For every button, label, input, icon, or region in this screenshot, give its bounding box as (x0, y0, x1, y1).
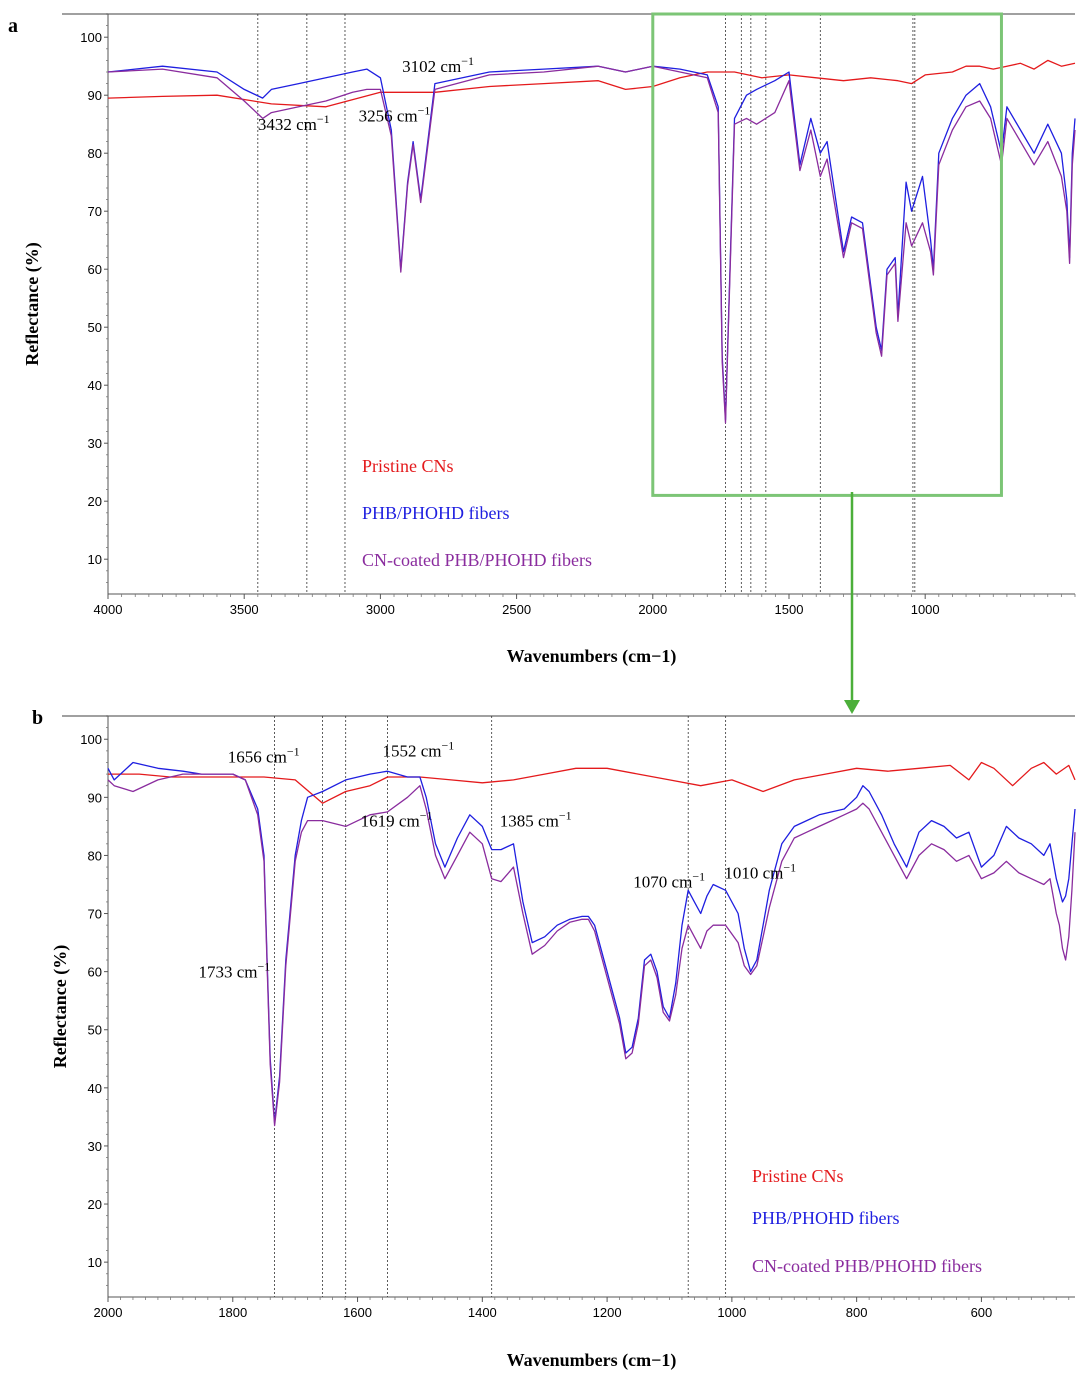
x-tick-label: 800 (846, 1305, 868, 1320)
y-tick-label: 10 (88, 1255, 102, 1270)
peak-label: 1010 cm−1 (724, 861, 796, 883)
y-axis-title: Reflectance (%) (50, 945, 71, 1068)
series-line-3 (107, 773, 1076, 1127)
peak-label-unit-exponent: −1 (559, 808, 572, 822)
peak-label-value: 1619 cm (361, 811, 420, 830)
peak-label: 3256 cm−1 (359, 103, 431, 125)
peak-label-value: 1656 cm (228, 747, 287, 766)
x-axis-title: Wavenumbers (cm−1) (507, 1350, 677, 1371)
y-tick-label: 100 (80, 732, 102, 747)
x-tick-label: 1800 (218, 1305, 247, 1320)
y-axis-title: Reflectance (%) (22, 242, 43, 365)
legend-entry: PHB/PHOHD fibers (362, 503, 510, 523)
series-line-3 (107, 65, 1076, 424)
x-tick-label: 600 (971, 1305, 993, 1320)
peak-label-value: 3102 cm (402, 57, 461, 76)
peak-label-unit-exponent: −1 (257, 959, 270, 973)
x-tick-label: 2000 (638, 602, 667, 617)
x-tick-label: 1000 (911, 602, 940, 617)
peak-label-unit-exponent: −1 (317, 112, 330, 126)
peak-label-unit-exponent: −1 (287, 744, 300, 758)
legend-entry: CN-coated PHB/PHOHD fibers (752, 1256, 982, 1276)
series-line-2 (107, 65, 1076, 421)
y-tick-label: 40 (88, 378, 102, 393)
y-tick-label: 70 (88, 204, 102, 219)
peak-label-value: 1552 cm (383, 742, 442, 761)
y-tick-label: 70 (88, 907, 102, 922)
panel-b: b 10 20 30 40 50 60 70 80 90 100 2000 1800 1600 1400 1… (32, 707, 1076, 1371)
peak-label: 1656 cm−1 (228, 744, 300, 766)
peak-label-unit-exponent: −1 (420, 808, 433, 822)
series-line-2 (107, 761, 1076, 1124)
panel-a: a 10 20 30 40 50 60 70 80 90 100 4000 3500 3000 2500 2… (8, 12, 1076, 667)
peak-label-value: 1385 cm (500, 811, 559, 830)
legend-entry: Pristine CNs (362, 456, 454, 476)
peak-label: 1552 cm−1 (383, 739, 455, 761)
zoom-region-box (651, 12, 1003, 497)
y-tick-label: 20 (88, 1197, 102, 1212)
panel-b-letter: b (32, 707, 43, 729)
series-line-1 (108, 761, 1076, 804)
y-tick-label: 10 (88, 552, 102, 567)
legend-entry: CN-coated PHB/PHOHD fibers (362, 550, 592, 570)
peak-label: 1619 cm−1 (361, 808, 433, 830)
peak-label-unit-exponent: −1 (418, 103, 431, 117)
y-tick-label: 20 (88, 494, 102, 509)
y-tick-label: 30 (88, 1139, 102, 1154)
x-tick-label: 1000 (717, 1305, 746, 1320)
y-tick-label: 100 (80, 30, 102, 45)
y-tick-label: 80 (88, 146, 102, 161)
x-tick-label: 1200 (593, 1305, 622, 1320)
zoom-arrow (844, 492, 860, 714)
peak-label-value: 1733 cm (198, 962, 257, 981)
x-tick-label: 1400 (468, 1305, 497, 1320)
peak-label-unit-exponent: −1 (461, 54, 474, 68)
peak-label: 1385 cm−1 (500, 808, 572, 830)
peak-label: 3102 cm−1 (402, 54, 474, 76)
x-tick-label: 2000 (94, 1305, 123, 1320)
y-tick-label: 60 (88, 965, 102, 980)
y-tick-label: 50 (88, 320, 102, 335)
peak-label-value: 3432 cm (258, 115, 317, 134)
peak-label-unit-exponent: −1 (783, 861, 796, 875)
y-tick-label: 90 (88, 790, 102, 805)
peak-label-value: 1070 cm (633, 872, 692, 891)
peak-label: 1733 cm−1 (198, 959, 270, 981)
peak-label: 1070 cm−1 (633, 869, 705, 891)
legend-entry: PHB/PHOHD fibers (752, 1208, 900, 1228)
y-tick-label: 40 (88, 1081, 102, 1096)
x-tick-label: 1500 (775, 602, 804, 617)
x-tick-label: 1600 (343, 1305, 372, 1320)
peak-label: 3432 cm−1 (258, 112, 330, 134)
y-tick-label: 80 (88, 848, 102, 863)
x-tick-label: 2500 (502, 602, 531, 617)
y-tick-label: 30 (88, 436, 102, 451)
arrow-head (844, 700, 860, 714)
y-tick-label: 60 (88, 262, 102, 277)
legend-entry: Pristine CNs (752, 1166, 844, 1186)
x-tick-label: 3000 (366, 602, 395, 617)
y-tick-label: 90 (88, 88, 102, 103)
peak-label-unit-exponent: −1 (442, 739, 455, 753)
peak-label-unit-exponent: −1 (692, 869, 705, 883)
peak-label-value: 1010 cm (724, 864, 783, 883)
x-tick-label: 3500 (230, 602, 259, 617)
x-axis-title: Wavenumbers (cm−1) (507, 646, 677, 667)
peak-label-value: 3256 cm (359, 106, 418, 125)
panel-a-letter: a (8, 15, 18, 37)
x-tick-label: 4000 (94, 602, 123, 617)
y-tick-label: 50 (88, 1023, 102, 1038)
